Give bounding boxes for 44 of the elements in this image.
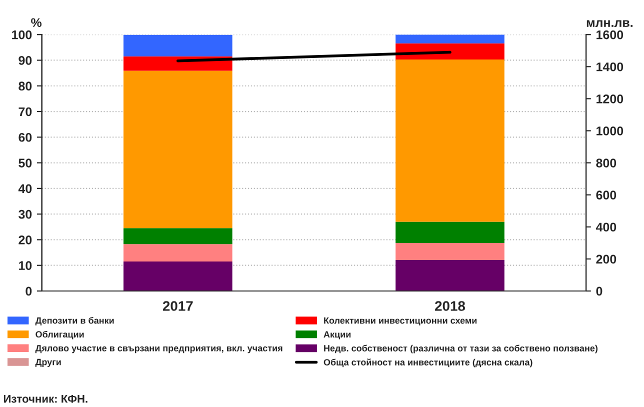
legend-label: Облигации: [36, 330, 84, 340]
legend-label: Дялово участие в свързани предприятия, вкл. участия: [35, 345, 282, 354]
y2-tick-label: 1200: [596, 94, 624, 104]
y2-tick-label: 200: [596, 254, 616, 264]
bar: [123, 70, 232, 228]
bar: [396, 43, 504, 60]
y2-tick-label: 1600: [596, 30, 624, 40]
bar: [396, 260, 504, 292]
y-axis-title: %: [31, 18, 42, 27]
y2-tick-label: 400: [596, 222, 616, 232]
legend-label: Депозити в банки: [35, 317, 114, 326]
legend-label: Обща стойност на инвестициите (дясна скала): [324, 358, 532, 368]
y-tick-label: 50: [18, 158, 32, 168]
y2-tick-label: 1000: [596, 126, 624, 136]
text: Източник: КФН.: [4, 394, 88, 403]
y-tick-label: 30: [18, 210, 32, 219]
bar: [123, 244, 232, 262]
y-tick-label: 10: [19, 261, 32, 270]
y2-tick-label: 1400: [596, 62, 624, 72]
legend-label: Акции: [324, 331, 351, 340]
x-tick-label: 2018: [435, 301, 466, 311]
bar: [123, 228, 232, 244]
y-tick-label: 60: [18, 132, 32, 142]
x-tick-label: 2017: [162, 301, 193, 311]
bar: [123, 262, 232, 292]
legend-label: Други: [35, 358, 61, 367]
y-tick-label: 80: [18, 82, 32, 91]
legend-label: Недв. собственост (различна от тази за собствено ползване): [324, 344, 598, 354]
y-tick-label: 90: [18, 56, 32, 65]
bar: [123, 34, 232, 56]
y2-tick-label: 0: [596, 286, 602, 296]
y-tick-label: 20: [18, 236, 32, 244]
legend-label: Колективни инвестиционни схеми: [324, 317, 477, 326]
bar: [396, 59, 504, 222]
y2-axis-title: млн.лв.: [586, 20, 632, 28]
y-tick-label: 40: [18, 184, 32, 194]
y2-tick-label: 600: [596, 190, 616, 200]
bar: [396, 34, 504, 44]
y-tick-label: 70: [18, 107, 32, 116]
y2-tick-label: 800: [596, 158, 616, 168]
y-tick-label: 100: [12, 30, 32, 40]
bar: [396, 222, 504, 244]
bar: [396, 243, 504, 260]
y-tick-label: 0: [26, 286, 32, 296]
